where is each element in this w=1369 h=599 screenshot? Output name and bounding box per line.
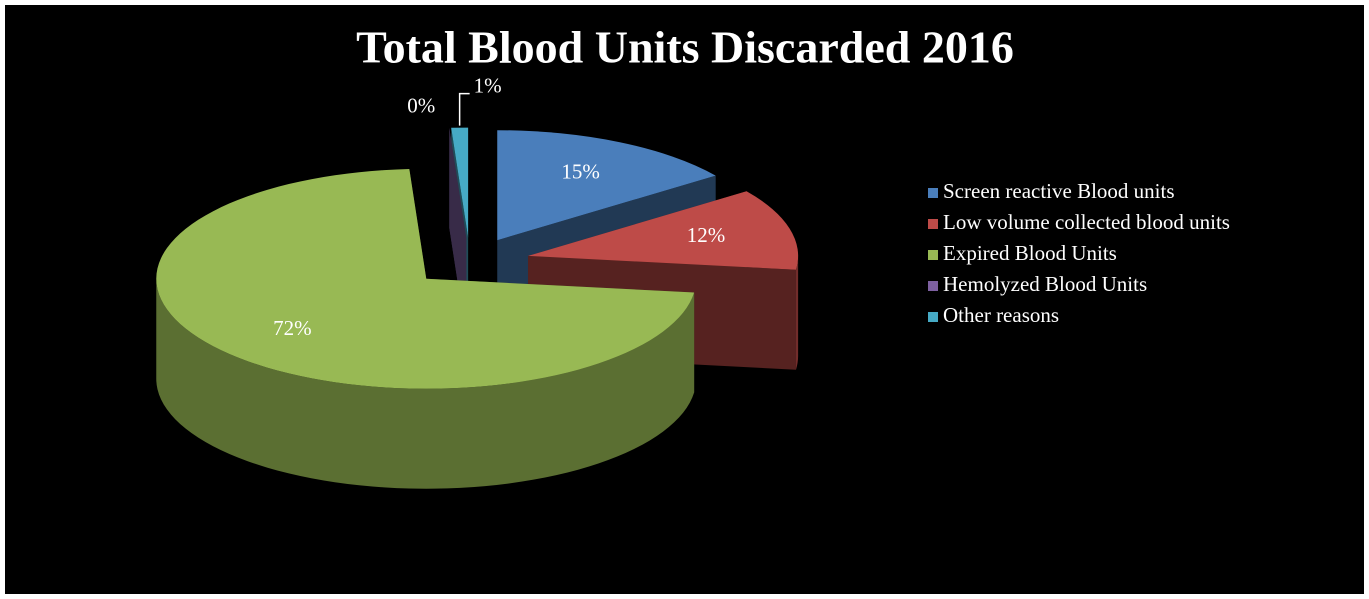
slice-side bbox=[156, 278, 695, 489]
legend-swatch bbox=[928, 250, 938, 260]
legend-swatch bbox=[928, 281, 938, 291]
data-label: 15% bbox=[561, 159, 600, 183]
chart-title: Total Blood Units Discarded 2016 bbox=[356, 22, 1014, 73]
slice bbox=[528, 191, 799, 270]
data-label: 72% bbox=[273, 316, 312, 340]
data-label: 1% bbox=[474, 73, 502, 97]
slice bbox=[451, 127, 469, 238]
legend-swatch bbox=[928, 188, 938, 198]
data-label: 12% bbox=[687, 223, 726, 247]
slice bbox=[497, 130, 716, 241]
legend-swatch bbox=[928, 312, 938, 322]
legend-label: Expired Blood Units bbox=[943, 241, 1117, 265]
slice bbox=[156, 168, 695, 389]
legend-label: Hemolyzed Blood Units bbox=[943, 272, 1147, 296]
legend-label: Low volume collected blood units bbox=[943, 210, 1230, 234]
slice-side bbox=[795, 255, 799, 370]
leader-line bbox=[458, 92, 470, 126]
data-label: 0% bbox=[407, 94, 435, 118]
legend-label: Other reasons bbox=[943, 303, 1059, 327]
legend-swatch bbox=[928, 219, 938, 229]
legend-label: Screen reactive Blood units bbox=[943, 179, 1175, 203]
